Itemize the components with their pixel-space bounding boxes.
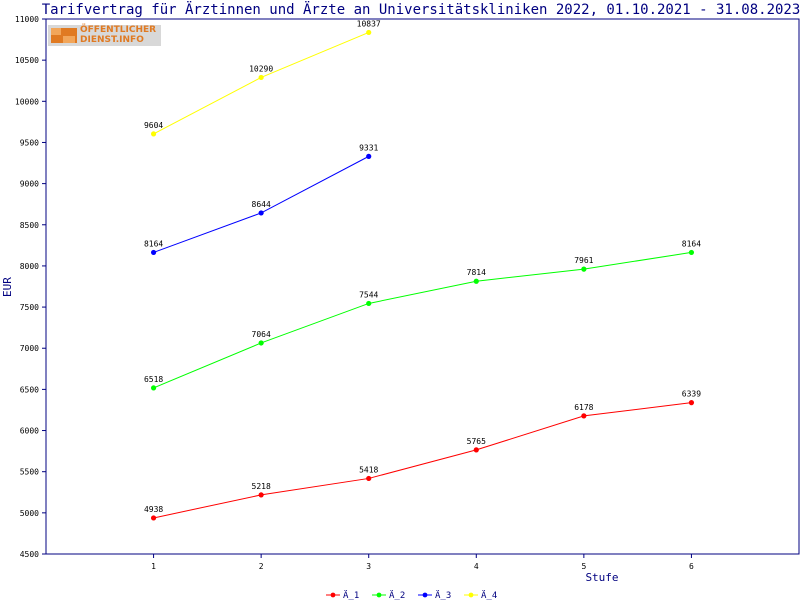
data-point: [366, 153, 372, 159]
y-tick-label: 10500: [15, 56, 39, 65]
data-point: [150, 131, 157, 137]
legend-marker: [376, 592, 382, 598]
data-point: [366, 29, 372, 36]
y-tick-label: 8000: [20, 262, 39, 271]
data-label: 8644: [252, 200, 271, 209]
y-tick-label: 4500: [20, 550, 39, 559]
data-label: 10290: [249, 64, 273, 73]
x-tick-label: 6: [689, 562, 694, 571]
data-label: 7064: [252, 330, 271, 339]
legend-item: Ä_1: [326, 590, 359, 600]
y-tick-label: 7000: [20, 344, 39, 353]
x-tick-label: 3: [366, 562, 371, 571]
data-label: 4938: [144, 505, 163, 514]
data-point: [581, 413, 587, 419]
y-tick-label: 6500: [20, 385, 39, 394]
data-label: 9604: [144, 121, 163, 130]
data-label: 5418: [359, 465, 378, 474]
chart-legend: Ä_1 Ä_2 Ä_3 Ä_4: [326, 590, 497, 600]
data-label: 7544: [359, 290, 378, 299]
data-label: 7814: [467, 268, 486, 277]
legend-item: Ä_2: [372, 590, 405, 600]
y-tick-label: 9000: [20, 180, 39, 189]
y-axis-label: EUR: [1, 277, 14, 297]
data-point: [366, 300, 372, 307]
data-point: [688, 249, 695, 256]
data-label: 8164: [144, 239, 163, 248]
data-point: [258, 210, 264, 216]
data-label: 7961: [574, 256, 593, 265]
series-line: [153, 402, 692, 519]
legend-item: Ä_4: [464, 590, 497, 600]
series-1: 4938 5218 5418 5765 6178 6339: [144, 390, 701, 521]
data-label: 9331: [359, 143, 378, 152]
series-line: [153, 31, 369, 135]
y-tick-label: 5000: [20, 509, 39, 518]
x-tick-label: 4: [474, 562, 479, 571]
data-point: [473, 447, 479, 453]
y-tick-label: 7500: [20, 303, 39, 312]
chart-series: 4938 5218 5418 5765 6178 6339 6518 7064 7544 7814…: [144, 19, 701, 521]
chart-title: Tarifvertrag für Ärztinnen und Ärzte an …: [42, 0, 800, 18]
series-line: [153, 251, 692, 389]
y-tick-label: 10000: [15, 97, 39, 106]
chart-axes: 4500 5000 5500 6000 6500 7000 7500 8000 8500 9000…: [15, 15, 800, 571]
legend-item: Ä_3: [418, 590, 451, 600]
logo-text: ÖFFENTLICHER DIENST.INFO: [80, 25, 157, 45]
logo-mark-icon: [51, 28, 77, 43]
data-label: 6518: [144, 375, 163, 384]
x-tick-label: 2: [259, 562, 264, 571]
series-4: 9604 10290 10837: [144, 19, 381, 137]
logo-line-2: DIENST.INFO: [80, 34, 144, 45]
y-tick-label: 11000: [15, 15, 39, 24]
data-label: 5218: [252, 482, 271, 491]
legend-label: Ä_2: [389, 590, 405, 600]
legend-label: Ä_4: [481, 590, 497, 600]
y-tick-label: 6000: [20, 427, 39, 436]
data-point: [258, 74, 264, 81]
data-label: 8164: [682, 239, 701, 248]
series-2: 6518 7064 7544 7814 7961 8164: [144, 239, 701, 391]
legend-marker: [468, 592, 474, 598]
logo-line-1: ÖFFENTLICHER: [80, 25, 157, 35]
series-3: 8164 8644 9331: [144, 143, 379, 256]
data-point: [258, 492, 264, 498]
legend-label: Ä_3: [435, 590, 451, 600]
data-point: [258, 340, 264, 346]
data-point: [150, 385, 157, 391]
data-point: [473, 278, 479, 284]
data-label: 5765: [467, 437, 486, 446]
x-tick-label: 1: [151, 562, 156, 571]
data-label: 10837: [357, 19, 381, 28]
y-tick-label: 9500: [20, 138, 39, 147]
y-tick-label: 8500: [20, 221, 39, 230]
data-point: [366, 475, 372, 482]
x-axis-label: Stufe: [585, 571, 618, 584]
legend-label: Ä_1: [343, 590, 359, 600]
x-tick-label: 5: [581, 562, 586, 571]
oeffentlicher-dienst-logo: ÖFFENTLICHER DIENST.INFO: [48, 25, 161, 46]
y-tick-label: 5500: [20, 468, 39, 477]
data-point: [688, 400, 695, 406]
data-point: [581, 266, 587, 272]
legend-marker: [422, 592, 428, 598]
data-point: [150, 249, 157, 256]
data-label: 6178: [574, 403, 593, 412]
data-label: 6339: [682, 390, 701, 399]
data-point: [150, 515, 157, 521]
legend-marker: [330, 592, 336, 598]
plot-frame: [45, 18, 800, 555]
